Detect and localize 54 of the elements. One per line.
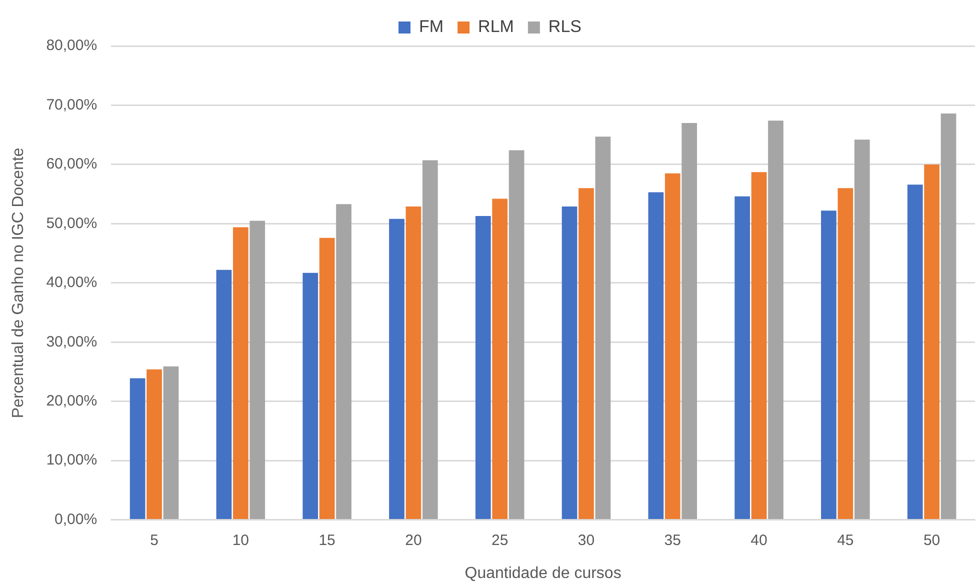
bar (648, 192, 664, 520)
bar (508, 150, 524, 520)
bar (475, 216, 491, 520)
bar (232, 227, 248, 520)
legend-label: RLM (478, 17, 514, 36)
bar (389, 218, 404, 520)
x-tick-label: 20 (405, 532, 422, 549)
x-tick-label: 5 (150, 532, 158, 549)
bar (302, 272, 318, 520)
bar (924, 164, 940, 520)
y-tick-label: 70,00% (46, 96, 98, 114)
bar (250, 220, 266, 520)
y-tick-label: 50,00% (46, 214, 98, 232)
y-tick-label: 20,00% (46, 392, 98, 410)
bar (578, 188, 594, 520)
bar (838, 188, 854, 520)
x-tick-label: 30 (578, 532, 595, 549)
x-tick-label: 15 (318, 532, 336, 549)
x-tick-label: 25 (491, 532, 508, 549)
y-tick-label: 10,00% (46, 452, 98, 469)
bar (940, 114, 956, 520)
bar (562, 206, 578, 520)
y-tick-label: 0,00% (54, 510, 98, 528)
bar (216, 270, 232, 520)
y-tick-label: 60,00% (46, 156, 98, 173)
y-tick-label: 40,00% (46, 274, 98, 292)
bar (336, 204, 352, 520)
bar (146, 369, 162, 520)
bar (682, 122, 698, 520)
bar (130, 378, 146, 520)
bar (664, 173, 680, 520)
bar (821, 210, 836, 520)
x-axis-title: Quantidade de cursos (464, 564, 622, 582)
bar (163, 366, 179, 520)
legend-label: RLS (548, 17, 582, 36)
x-tick-label: 40 (750, 532, 768, 549)
y-tick-label: 80,00% (46, 37, 98, 54)
x-tick-label: 10 (232, 532, 250, 549)
bar (751, 172, 767, 520)
bar (422, 160, 438, 520)
x-tick-label: 35 (664, 532, 681, 549)
bar (319, 238, 335, 520)
x-tick-label: 50 (923, 532, 940, 549)
bar (492, 198, 508, 520)
y-axis-title: Percentual de Ganho no IGC Docente (10, 148, 28, 418)
x-tick-label: 45 (837, 532, 854, 549)
bar (907, 184, 923, 520)
bar (854, 140, 870, 520)
legend-label: FM (418, 17, 444, 36)
bar (406, 206, 422, 520)
bar (595, 136, 611, 520)
bar (768, 120, 784, 520)
bar (734, 196, 750, 520)
y-tick-label: 30,00% (46, 333, 98, 350)
